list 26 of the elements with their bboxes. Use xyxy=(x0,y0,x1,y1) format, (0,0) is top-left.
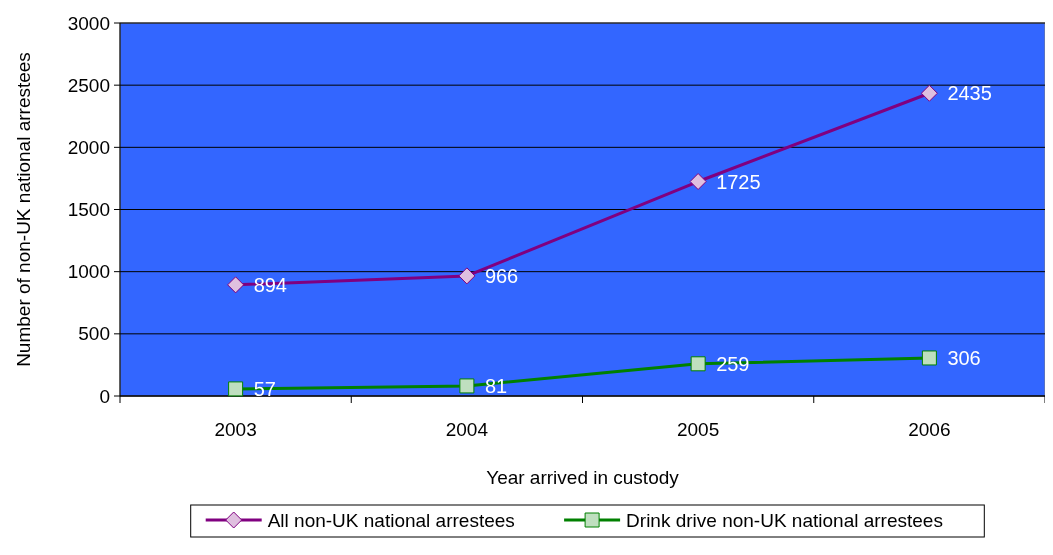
x-tick-label: 2005 xyxy=(676,419,720,440)
x-tick-label: 2006 xyxy=(908,419,951,440)
data-label: 2435 xyxy=(947,82,992,105)
point xyxy=(689,173,707,191)
y-tick-label: 3000 xyxy=(67,12,110,34)
data-label: 1725 xyxy=(716,170,761,193)
point xyxy=(228,381,244,397)
point xyxy=(920,84,938,102)
x-axis-title: Year arrived in custody xyxy=(486,467,680,488)
y-tick-label: 2500 xyxy=(67,74,110,96)
x-tick-label: 2003 xyxy=(214,419,257,440)
y-tick-label: 1500 xyxy=(67,199,110,221)
y-tick-label: 2000 xyxy=(67,136,110,158)
point xyxy=(227,276,245,294)
y-tick-label: 1000 xyxy=(67,261,110,283)
legend-label: All non-UK national arrestees xyxy=(267,509,515,531)
y-axis-title: Number of non-UK national arrestees xyxy=(13,52,34,367)
point xyxy=(690,356,706,372)
y-tick-label: 500 xyxy=(78,323,110,345)
point xyxy=(459,378,475,394)
data-label: 306 xyxy=(947,346,981,369)
point xyxy=(458,267,476,285)
legend-label: Drink drive non-UK national arrestees xyxy=(626,509,943,531)
x-tick-label: 2004 xyxy=(445,419,489,440)
y-tick-label: 0 xyxy=(99,385,110,407)
point xyxy=(921,350,937,366)
